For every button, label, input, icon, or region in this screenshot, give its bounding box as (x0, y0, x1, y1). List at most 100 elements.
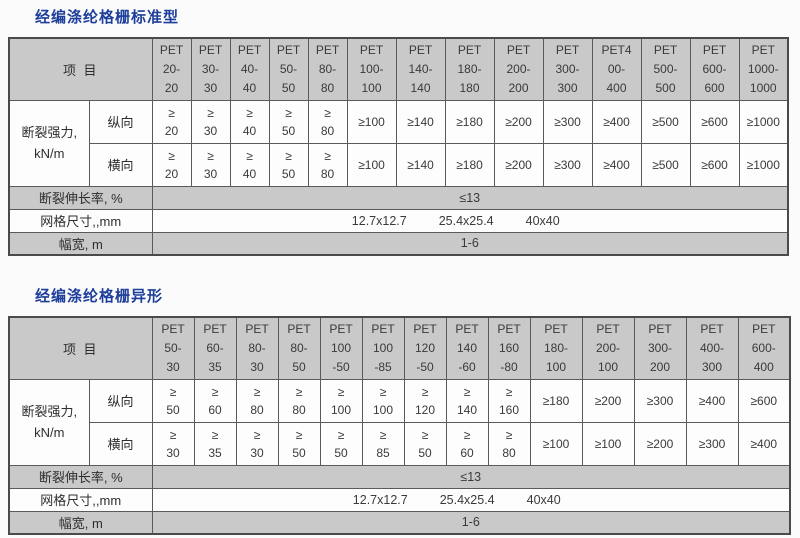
footer-value: 1-6 (151, 231, 789, 256)
value-cell: ≥300 (542, 142, 593, 187)
value-cell: ≥ 50 (268, 142, 309, 187)
value-cell: ≥600 (689, 99, 740, 144)
value-cell: ≥ 80 (277, 378, 321, 423)
column-header: PET 50- 50 (268, 37, 309, 101)
value-cell: ≥ 50 (403, 421, 447, 466)
mesh-size-values: 12.7x12.7 25.4x25.4 40x40 (337, 493, 577, 507)
strength-label: 断裂强力, kN/m (8, 378, 90, 466)
section-title-standard: 经编涤纶格栅标准型 (35, 9, 180, 26)
value-cell: ≥ 100 (319, 378, 363, 423)
value-cell: ≥ 30 (190, 99, 231, 144)
footer-value: ≤13 (151, 464, 791, 489)
value-cell: ≥400 (737, 421, 791, 466)
column-header: PET 30- 30 (190, 37, 231, 101)
column-header: PET 160 -80 (487, 316, 531, 380)
value-cell: ≥ 140 (445, 378, 489, 423)
column-header: PET 500- 500 (640, 37, 691, 101)
value-cell: ≥400 (685, 378, 739, 423)
value-cell: ≥300 (633, 378, 687, 423)
footer-value: 1-6 (151, 510, 791, 535)
column-header: PET 300- 300 (542, 37, 593, 101)
mesh-size-value: 40x40 (525, 213, 560, 228)
direction-label: 横向 (88, 421, 153, 466)
value-cell: ≥200 (493, 142, 544, 187)
value-cell: ≥ 80 (307, 99, 348, 144)
value-cell: ≥400 (591, 142, 642, 187)
column-header: PET 80- 30 (235, 316, 279, 380)
value-cell: ≥ 80 (307, 142, 348, 187)
column-header: PET 140 -60 (445, 316, 489, 380)
value-cell: ≥ 60 (193, 378, 237, 423)
direction-label: 横向 (88, 142, 153, 187)
value-cell: ≥200 (581, 378, 635, 423)
column-header: PET4 00- 400 (591, 37, 642, 101)
value-cell: ≥300 (685, 421, 739, 466)
value-cell: ≥ 30 (151, 421, 195, 466)
column-header: PET 180- 100 (529, 316, 583, 380)
footer-value: ≤13 (151, 185, 789, 210)
value-cell: ≥140 (395, 99, 446, 144)
column-header: PET 200- 200 (493, 37, 544, 101)
footer-label: 幅宽, m (8, 231, 153, 256)
value-cell: ≥1000 (738, 142, 789, 187)
column-header: PET 40- 40 (229, 37, 270, 101)
value-cell: ≥ 80 (487, 421, 531, 466)
value-cell: ≥600 (689, 142, 740, 187)
mesh-size-value: 12.7x12.7 (352, 492, 408, 507)
column-header: PET 140- 140 (395, 37, 446, 101)
value-cell: ≥500 (640, 99, 691, 144)
column-header: PET 400- 300 (685, 316, 739, 380)
value-cell: ≥ 20 (151, 99, 192, 144)
value-cell: ≥ 30 (235, 421, 279, 466)
footer-label: 网格尺寸,,mm (8, 487, 153, 512)
item-header: 项 目 (8, 316, 153, 380)
footer-label: 断裂伸长率, % (8, 185, 153, 210)
column-header: PET 80- 50 (277, 316, 321, 380)
table-special: 项 目 PET 50- 30 PET 60- 35 PET 80- 30 PET 80-… (8, 316, 791, 535)
mesh-size-value: 40x40 (526, 492, 561, 507)
value-cell: ≥200 (633, 421, 687, 466)
value-cell: ≥ 85 (361, 421, 405, 466)
value-cell: ≥200 (493, 99, 544, 144)
footer-label: 断裂伸长率, % (8, 464, 153, 489)
column-header: PET 300- 200 (633, 316, 687, 380)
column-header: PET 50- 30 (151, 316, 195, 380)
value-cell: ≥300 (542, 99, 593, 144)
column-header: PET 120 -50 (403, 316, 447, 380)
value-cell: ≥ 80 (235, 378, 279, 423)
value-cell: ≥100 (581, 421, 635, 466)
column-header: PET 200- 100 (581, 316, 635, 380)
item-header: 项 目 (8, 37, 153, 101)
footer-value: 12.7x12.7 25.4x25.4 40x40 (151, 487, 791, 512)
column-header: PET 60- 35 (193, 316, 237, 380)
value-cell: ≥100 (346, 142, 397, 187)
value-cell: ≥ 60 (445, 421, 489, 466)
value-cell: ≥180 (444, 142, 495, 187)
value-cell: ≥ 50 (277, 421, 321, 466)
value-cell: ≥ 50 (151, 378, 195, 423)
value-cell: ≥180 (529, 378, 583, 423)
column-header: PET 180- 180 (444, 37, 495, 101)
footer-value: 12.7x12.7 25.4x25.4 40x40 (151, 208, 789, 233)
column-header: PET 100 -85 (361, 316, 405, 380)
strength-label: 断裂强力, kN/m (8, 99, 90, 187)
value-cell: ≥100 (529, 421, 583, 466)
column-header: PET 600- 400 (737, 316, 791, 380)
column-header: PET 100- 100 (346, 37, 397, 101)
value-cell: ≥ 40 (229, 99, 270, 144)
value-cell: ≥ 50 (319, 421, 363, 466)
value-cell: ≥ 160 (487, 378, 531, 423)
value-cell: ≥ 30 (190, 142, 231, 187)
value-cell: ≥600 (737, 378, 791, 423)
value-cell: ≥ 50 (268, 99, 309, 144)
column-header: PET 20- 20 (151, 37, 192, 101)
value-cell: ≥400 (591, 99, 642, 144)
value-cell: ≥140 (395, 142, 446, 187)
value-cell: ≥100 (346, 99, 397, 144)
mesh-size-value: 12.7x12.7 (351, 213, 407, 228)
value-cell: ≥ 100 (361, 378, 405, 423)
column-header: PET 600- 600 (689, 37, 740, 101)
section-special: 经编涤纶格栅异形 项 目 PET 50- 30 PET 60- 35 PET 80- … (0, 285, 800, 535)
mesh-size-value: 25.4x25.4 (439, 492, 495, 507)
value-cell: ≥500 (640, 142, 691, 187)
